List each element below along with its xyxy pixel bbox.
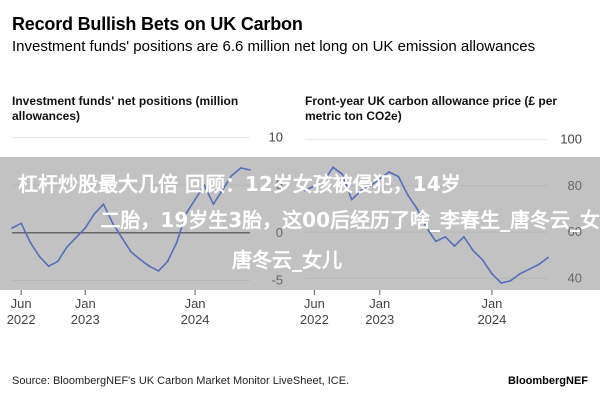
x-tick-label: 2022 (300, 312, 329, 327)
chart-subtitle: Investment funds' positions are 6.6 mill… (12, 38, 536, 55)
right-panel-title: Front-year UK carbon allowance price (£ … (305, 94, 558, 123)
x-tick-label: 2024 (477, 312, 506, 327)
brand-logo: BloombergNEF (507, 375, 588, 387)
y-tick-label: 100 (560, 132, 582, 147)
x-tick-label: 2023 (71, 312, 100, 327)
x-tick-label: Jan (75, 296, 96, 311)
overlay-text-line-2: 二胎，19岁生3胎，这00后经历了啥_李春生_唐冬云_女 (100, 208, 600, 232)
overlay-text-line-1: 杠杆炒股最大几倍 回顾：12岁女孩被侵犯，14岁 (18, 172, 461, 196)
y-tick-label: 10 (269, 130, 283, 145)
x-tick-label: Jan (369, 296, 390, 311)
x-tick-label: 2024 (181, 312, 210, 327)
x-tick-label: Jun (11, 296, 32, 311)
overlay-text-line-3: 唐冬云_女儿 (232, 248, 342, 272)
x-tick-label: Jan (481, 296, 502, 311)
source-note: Source: BloombergNEF's UK Carbon Market … (12, 375, 350, 387)
chart-title: Record Bullish Bets on UK Carbon (12, 14, 303, 34)
x-tick-label: 2022 (7, 312, 36, 327)
watermark-overlay: 杠杆炒股最大几倍 回顾：12岁女孩被侵犯，14岁 二胎，19岁生3胎，这00后经… (0, 157, 600, 290)
x-tick-label: Jan (185, 296, 206, 311)
x-tick-label: Jun (304, 296, 325, 311)
left-panel-title: Investment funds' net positions (million… (12, 94, 239, 123)
x-tick-label: 2023 (365, 312, 394, 327)
